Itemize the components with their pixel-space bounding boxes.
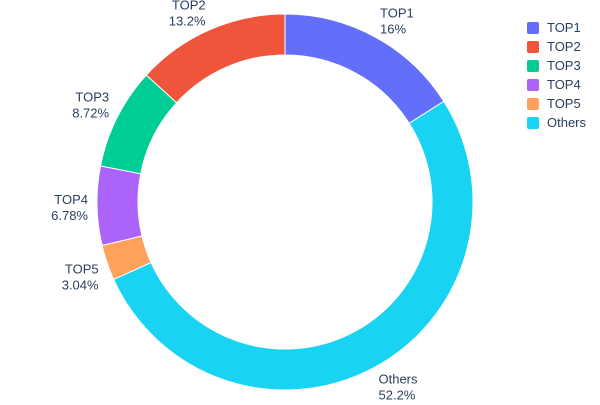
- slice-label-TOP5: TOP5 3.04%: [62, 262, 99, 293]
- legend-item-TOP4[interactable]: TOP4: [526, 77, 586, 92]
- legend: TOP1 TOP2 TOP3 TOP4 TOP5 Others: [526, 20, 586, 130]
- legend-swatch-icon: [526, 116, 539, 129]
- legend-label: TOP3: [546, 58, 581, 73]
- slice-label-TOP1: TOP1 16%: [380, 5, 414, 36]
- legend-swatch-icon: [526, 40, 539, 53]
- legend-swatch-icon: [526, 97, 539, 110]
- legend-item-TOP3[interactable]: TOP3: [526, 58, 586, 73]
- pie-slice-TOP3[interactable]: [99, 74, 178, 175]
- legend-item-TOP5[interactable]: TOP5: [526, 96, 586, 111]
- slice-label-TOP2: TOP2 13.2%: [169, 0, 206, 29]
- legend-label: TOP5: [546, 96, 581, 111]
- pie-slice-TOP1[interactable]: [284, 13, 445, 124]
- legend-item-TOP1[interactable]: TOP1: [526, 20, 586, 35]
- pie-slice-Others[interactable]: [113, 100, 474, 391]
- slice-label-TOP4: TOP4 6.78%: [51, 192, 88, 223]
- legend-item-Others[interactable]: Others: [526, 115, 586, 130]
- legend-swatch-icon: [526, 78, 539, 91]
- legend-label: Others: [546, 115, 586, 130]
- pie-slice-TOP5[interactable]: [101, 235, 152, 281]
- legend-item-TOP2[interactable]: TOP2: [526, 39, 586, 54]
- legend-swatch-icon: [526, 21, 539, 34]
- legend-label: TOP1: [546, 20, 581, 35]
- legend-swatch-icon: [526, 59, 539, 72]
- slice-label-TOP3: TOP3 8.72%: [72, 89, 109, 120]
- legend-label: TOP2: [546, 39, 581, 54]
- legend-label: TOP4: [546, 77, 581, 92]
- slice-label-Others: Others 52.2%: [379, 371, 419, 400]
- pie-slice-TOP4[interactable]: [96, 165, 143, 247]
- pie-slice-TOP2[interactable]: [145, 13, 286, 104]
